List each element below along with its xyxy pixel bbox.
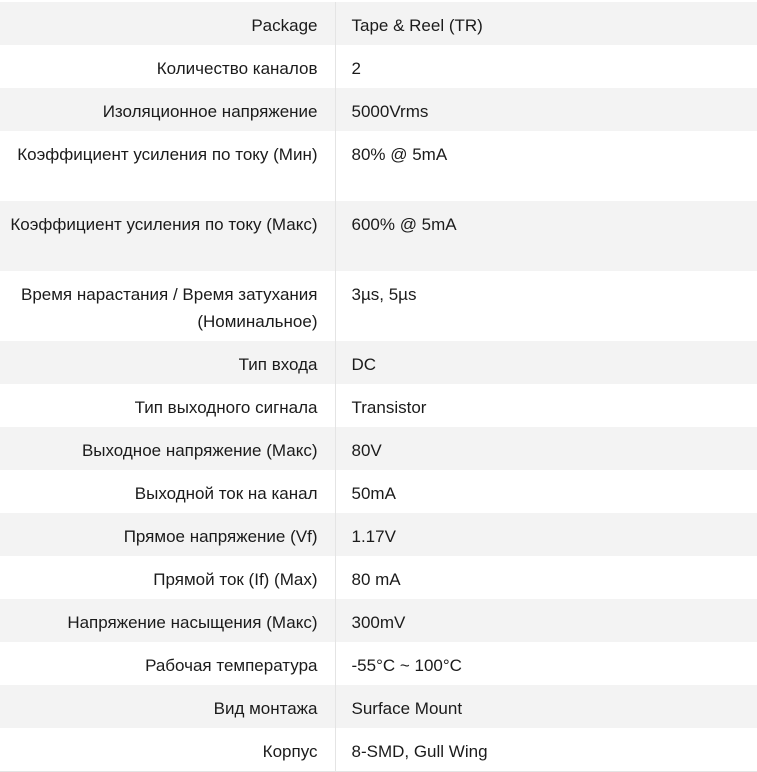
spec-label: Изоляционное напряжение: [0, 88, 336, 131]
spec-label: Выходной ток на канал: [0, 470, 336, 513]
spec-label: Коэффициент усиления по току (Макс): [0, 201, 336, 271]
spec-row: Прямое напряжение (Vf) 1.17V: [0, 513, 757, 556]
spec-label: Прямой ток (If) (Max): [0, 556, 336, 599]
spec-row: Время нарастания / Время затухания (Номи…: [0, 271, 757, 341]
spec-label: Тип выходного сигнала: [0, 384, 336, 427]
spec-label: Прямое напряжение (Vf): [0, 513, 336, 556]
spec-row: Коэффициент усиления по току (Мин) 80% @ …: [0, 131, 757, 201]
spec-row: Напряжение насыщения (Макс) 300mV: [0, 599, 757, 642]
spec-value: Tape & Reel (TR): [351, 16, 483, 35]
spec-value: Transistor: [351, 398, 427, 417]
spec-row: Рабочая температура -55°C ~ 100°C: [0, 642, 757, 685]
spec-row: Выходной ток на канал 50mA: [0, 470, 757, 513]
spec-label: Package: [0, 2, 336, 45]
spec-row: Package Tape & Reel (TR): [0, 2, 757, 45]
spec-label: Рабочая температура: [0, 642, 336, 685]
spec-row: Тип входа DC: [0, 341, 757, 384]
spec-row: Изоляционное напряжение 5000Vrms: [0, 88, 757, 131]
spec-row: Коэффициент усиления по току (Макс) 600% …: [0, 201, 757, 271]
spec-value: 600% @ 5mA: [351, 215, 457, 234]
spec-value: DC: [351, 355, 377, 374]
spec-label: Коэффициент усиления по току (Мин): [0, 131, 336, 201]
spec-value: 80V: [351, 441, 382, 460]
spec-value: Surface Mount: [351, 699, 463, 718]
spec-row: Прямой ток (If) (Max) 80 mA: [0, 556, 757, 599]
spec-row: Вид монтажа Surface Mount: [0, 685, 757, 728]
spec-label: Выходное напряжение (Макс): [0, 427, 336, 470]
spec-label: Количество каналов: [0, 45, 336, 88]
spec-value: 50mA: [351, 484, 396, 503]
spec-value: 3µs, 5µs: [351, 285, 417, 304]
spec-value: 300mV: [351, 613, 406, 632]
spec-value: 2: [351, 59, 361, 78]
spec-label: Вид монтажа: [0, 685, 336, 728]
spec-value: 80% @ 5mA: [351, 145, 448, 164]
spec-row: Корпус 8-SMD, Gull Wing: [0, 728, 757, 772]
spec-row: Количество каналов 2: [0, 45, 757, 88]
spec-value: 5000Vrms: [351, 102, 429, 121]
spec-value: 1.17V: [351, 527, 396, 546]
spec-value: 8-SMD, Gull Wing: [351, 742, 488, 761]
spec-label: Время нарастания / Время затухания (Номи…: [0, 271, 336, 341]
spec-value: -55°C ~ 100°C: [351, 656, 462, 675]
spec-row: Тип выходного сигнала Transistor: [0, 384, 757, 427]
spec-label: Корпус: [0, 728, 336, 772]
spec-label: Напряжение насыщения (Макс): [0, 599, 336, 642]
spec-value: 80 mA: [351, 570, 401, 589]
spec-label: Тип входа: [0, 341, 336, 384]
spec-row: Выходное напряжение (Макс) 80V: [0, 427, 757, 470]
